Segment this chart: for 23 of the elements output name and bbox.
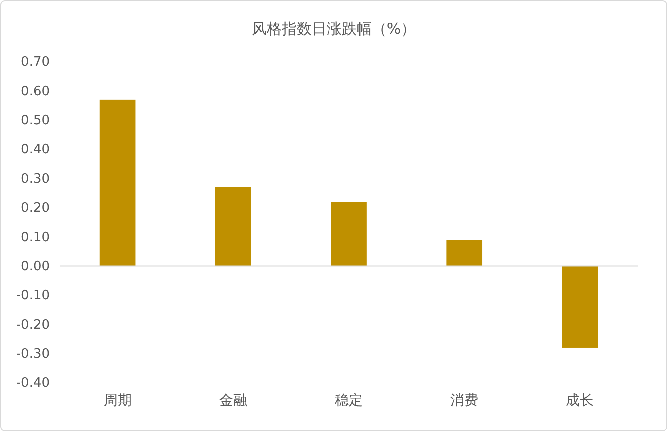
y-tick-label: 0.60	[21, 84, 50, 100]
y-tick-label: 0.40	[21, 142, 50, 158]
y-tick-label: 0.30	[21, 172, 50, 187]
y-tick-label: 0.20	[21, 201, 50, 216]
x-tick-label: 稳定	[335, 392, 363, 409]
y-tick-label: 0.00	[21, 259, 50, 274]
y-tick-label: -0.40	[16, 376, 50, 392]
y-tick-label: -0.30	[16, 346, 50, 362]
y-tick-label: 0.10	[21, 230, 50, 246]
bar	[100, 100, 136, 266]
x-tick-label: 成长	[566, 392, 594, 409]
x-tick-label: 金融	[219, 392, 248, 409]
bar	[446, 240, 483, 266]
x-tick-label: 周期	[104, 392, 132, 409]
y-tick-label: -0.20	[16, 318, 50, 333]
bar	[562, 266, 598, 348]
y-tick-label: -0.10	[16, 288, 50, 304]
bar	[215, 187, 252, 266]
x-tick-label: 消费	[450, 392, 479, 409]
y-tick-label: 0.50	[21, 114, 50, 129]
chart-title: 风格指数日涨跌幅（%）	[252, 20, 416, 38]
bar	[331, 202, 367, 266]
y-tick-label: 0.70	[21, 55, 50, 70]
